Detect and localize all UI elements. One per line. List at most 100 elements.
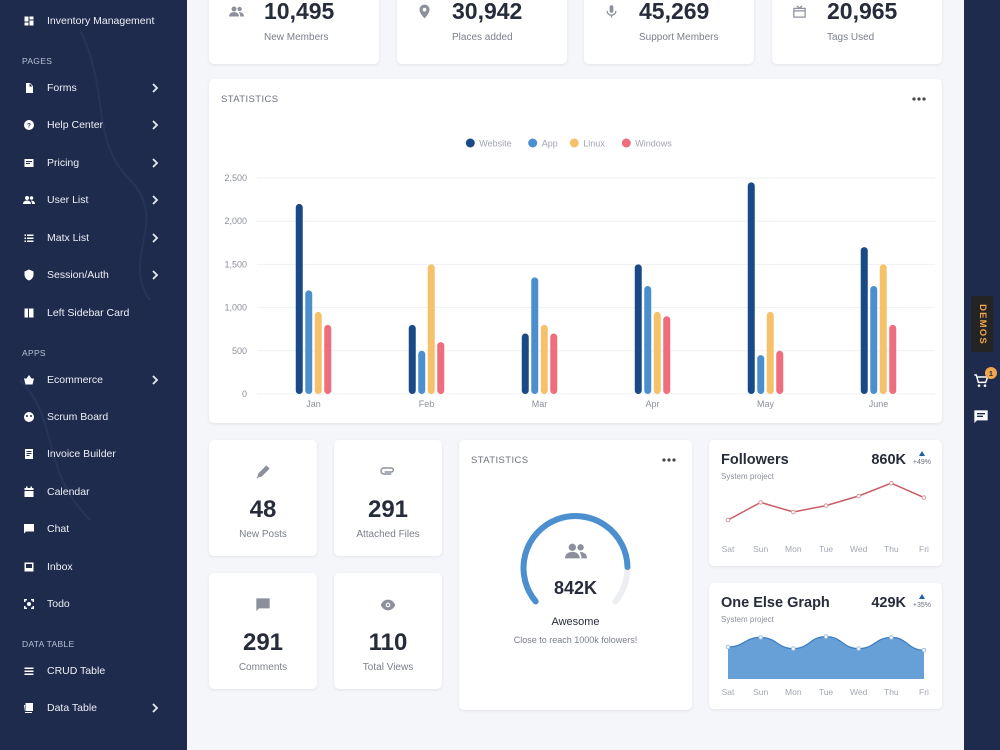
- sidebar-item-session-auth[interactable]: Session/Auth: [0, 260, 187, 290]
- people-icon: [22, 194, 35, 207]
- day-label: Thu: [884, 687, 899, 697]
- day-label: Thu: [884, 544, 899, 554]
- data-point: [791, 509, 796, 515]
- data-point: [856, 493, 861, 499]
- data-point: [823, 503, 829, 508]
- location-pin-icon: [417, 4, 433, 20]
- data-point: [725, 517, 731, 523]
- bar-linux-jan: [314, 311, 322, 394]
- svg-text:?: ?: [27, 123, 31, 130]
- card-title: Followers: [721, 452, 789, 468]
- microphone-icon: [604, 4, 620, 20]
- calendar-icon: [22, 486, 35, 499]
- sidebar-item-scrum-board[interactable]: Scrum Board: [0, 402, 187, 432]
- legend-marker: [569, 138, 579, 148]
- sidebar-item-label: Scrum Board: [47, 411, 109, 423]
- day-label: Tue: [818, 687, 834, 697]
- sidebar-item-pricing[interactable]: Pricing: [0, 148, 187, 178]
- data-point: [889, 635, 894, 640]
- scrum-icon: [22, 411, 35, 424]
- sidebar-item-invoice-builder[interactable]: Invoice Builder: [0, 439, 187, 469]
- legend-marker: [621, 138, 631, 148]
- card-subtitle: System project: [721, 615, 774, 624]
- bar-windows-feb: [437, 342, 445, 394]
- day-label: Mon: [785, 544, 802, 554]
- small-card-comments: 291 Comments: [209, 573, 317, 689]
- stat-value: 30,942: [452, 0, 523, 24]
- chevron-right-icon: [149, 194, 161, 206]
- dashboard-icon: [22, 15, 35, 28]
- data-point: [823, 634, 829, 639]
- sidebar-item-matx-list[interactable]: Matx List: [0, 223, 187, 253]
- chat-icon[interactable]: [973, 409, 991, 427]
- change-percent: +49%: [912, 459, 931, 466]
- chevron-right-icon: [149, 269, 161, 281]
- sidebar-item-crud-table[interactable]: CRUD Table: [0, 656, 187, 686]
- sidebar-item-inventory-management[interactable]: Inventory Management: [0, 6, 187, 36]
- bar-app-jan: [305, 290, 313, 394]
- more-options-icon[interactable]: [662, 452, 676, 462]
- sidebar-item-data-table[interactable]: Data Table: [0, 693, 187, 723]
- data-point: [921, 647, 927, 653]
- bar-website-feb: [408, 324, 416, 394]
- attachment-icon: [334, 464, 442, 480]
- day-label: Fri: [919, 544, 929, 554]
- small-card-value: 110: [368, 629, 408, 656]
- small-card-total-views: 110 Total Views: [334, 573, 442, 689]
- stat-label: New Members: [264, 32, 329, 43]
- sidebar-item-inbox[interactable]: Inbox: [0, 552, 187, 582]
- chevron-right-icon: [149, 374, 161, 386]
- sidebar-item-forms[interactable]: Forms: [0, 73, 187, 103]
- sidebar-item-label: Session/Auth: [47, 269, 109, 281]
- demos-button[interactable]: DEMOS: [971, 296, 993, 352]
- day-label: Sun: [753, 544, 769, 554]
- data-point: [725, 644, 731, 650]
- statistics-chart-card: STATISTICS 0 500 1,000 1,500 2,000 2,500 Jan Fe…: [209, 79, 942, 423]
- shield-icon: [22, 269, 35, 282]
- sidebar-item-label: Forms: [47, 82, 77, 94]
- legend-label: Linux: [583, 139, 605, 149]
- followers-card: Followers System project 860K +49% Sat Su…: [709, 440, 942, 566]
- sidebar-item-user-list[interactable]: User List: [0, 185, 187, 215]
- sidebar-item-help-center[interactable]: ? Help Center: [0, 110, 187, 140]
- stat-label: Places added: [452, 32, 513, 43]
- data-point: [758, 635, 763, 640]
- small-card-new-posts: 48 New Posts: [209, 440, 317, 556]
- legend-marker: [528, 138, 538, 148]
- chevron-right-icon: [149, 82, 161, 94]
- sidebar-item-calendar[interactable]: Calendar: [0, 477, 187, 507]
- sidebar-item-label: CRUD Table: [47, 665, 106, 677]
- one-else-graph-card: One Else Graph System project 429K +35% …: [709, 583, 942, 709]
- sidebar-item-todo[interactable]: Todo: [0, 589, 187, 619]
- bar-linux-mar: [540, 324, 548, 394]
- bar-windows-june: [889, 324, 897, 394]
- sidebar-item-ecommerce[interactable]: Ecommerce: [0, 365, 187, 395]
- y-tick-label: 0: [242, 389, 247, 399]
- small-card-value: 48: [249, 496, 277, 523]
- x-tick-label: June: [869, 399, 889, 409]
- bar-windows-may: [776, 350, 784, 394]
- area-chart: [725, 634, 927, 679]
- legend-label: Website: [479, 139, 511, 149]
- data-point: [856, 646, 861, 651]
- chevron-right-icon: [149, 232, 161, 244]
- bar-app-june: [870, 286, 878, 394]
- chevron-right-icon: [149, 119, 161, 131]
- day-label: Wed: [849, 687, 868, 697]
- list-icon: [22, 232, 35, 245]
- bar-linux-june: [879, 264, 887, 394]
- small-card-attached-files: 291 Attached Files: [334, 440, 442, 556]
- bar-website-june: [860, 247, 868, 394]
- more-options-icon[interactable]: [912, 91, 926, 101]
- sidebar-item-left-sidebar-card[interactable]: Left Sidebar Card: [0, 298, 187, 328]
- day-label: Mon: [785, 687, 802, 697]
- sidebar-background-pattern: [19, 29, 151, 521]
- chat-icon: [22, 523, 35, 536]
- stat-card-tags-used: 20,965 Tags Used: [772, 0, 942, 64]
- card-title: One Else Graph: [721, 595, 830, 611]
- area-fill: [728, 636, 924, 679]
- sidebar-item-label: Help Center: [47, 119, 104, 131]
- sidebar-item-chat[interactable]: Chat: [0, 514, 187, 544]
- people-icon: [459, 540, 692, 562]
- sidebar-card-icon: [22, 307, 35, 320]
